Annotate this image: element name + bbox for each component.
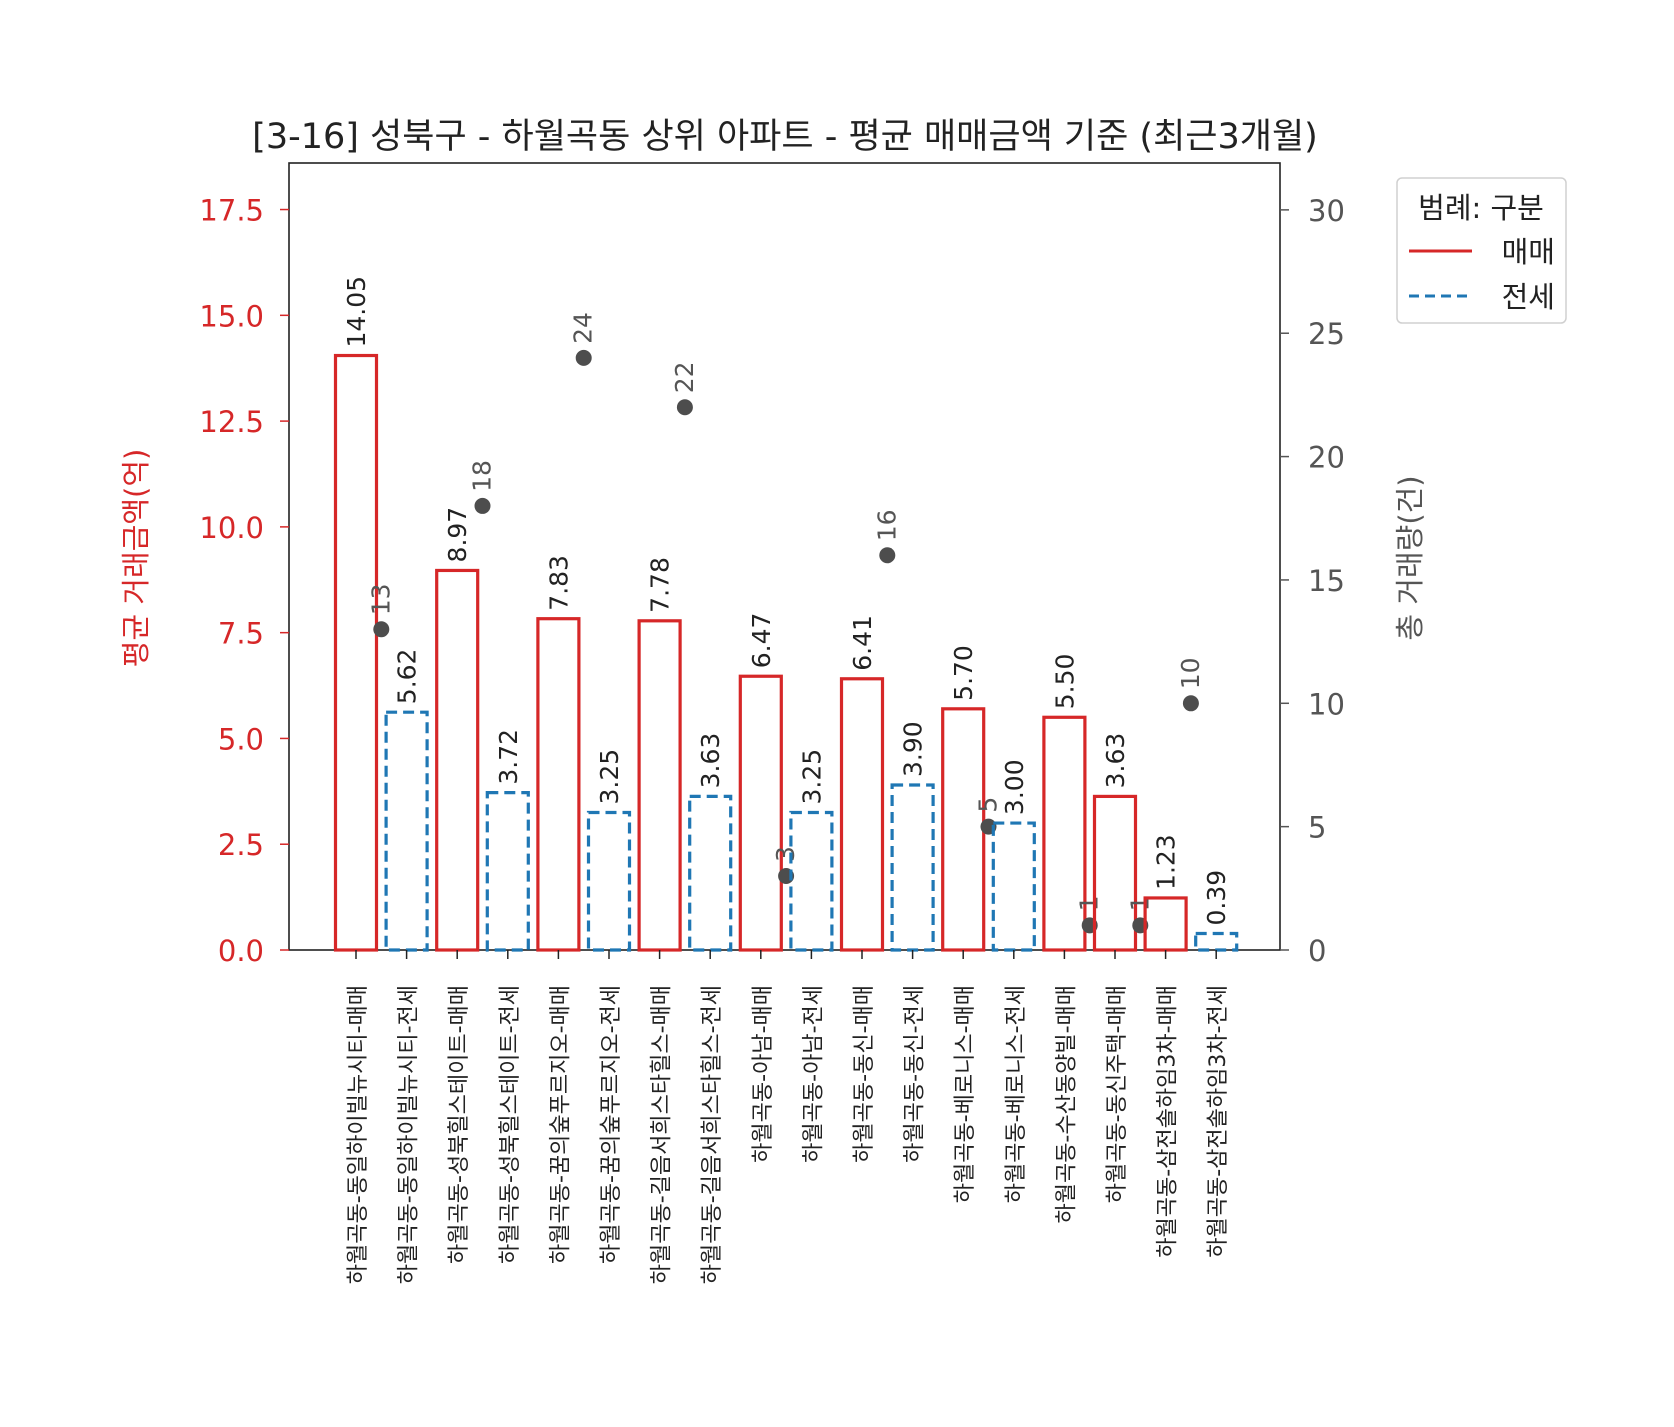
x-tick-label: 하월곡동-삼전솔하임3차-매매 <box>1156 985 1181 1258</box>
bar-value-label: 8.97 <box>443 507 472 563</box>
x-tick-label: 하월곡동-베로니스-매매 <box>953 985 978 1203</box>
y-right-tick-label: 0 <box>1308 934 1326 968</box>
bar-sale <box>435 568 480 952</box>
y-right-tick-label: 20 <box>1308 441 1345 475</box>
bar-value-label: 3.63 <box>696 733 725 789</box>
x-tick-label: 하월곡동-성북힐스테이트-매매 <box>447 985 472 1264</box>
y-left-tick-label: 7.5 <box>218 617 264 651</box>
bar-value-label: 7.83 <box>544 555 573 611</box>
bar-sale <box>941 707 986 952</box>
x-tick-label: 하월곡동-길음서희스타힐스-전세 <box>700 985 725 1284</box>
bar-value-label: 5.50 <box>1050 654 1079 710</box>
x-tick-label: 하월곡동-꿈의숲푸르지오-매매 <box>548 985 573 1264</box>
y-left-tick-label: 12.5 <box>199 405 264 439</box>
volume-marker <box>373 621 390 638</box>
volume-label: 22 <box>670 361 699 393</box>
volume-label: 5 <box>974 797 1003 813</box>
volume-label: 1 <box>1075 895 1104 911</box>
bar-jeonse <box>789 810 834 952</box>
y-left-tick-label: 10.0 <box>199 511 264 545</box>
x-tick-label: 하월곡동-동신-전세 <box>903 985 928 1163</box>
volume-label: 13 <box>366 583 395 615</box>
volume-label: 16 <box>872 509 901 541</box>
bar-jeonse <box>485 790 530 952</box>
volume-marker <box>474 497 491 514</box>
x-tick-label: 하월곡동-꿈의숲푸르지오-전세 <box>599 985 624 1264</box>
x-tick-label: 하월곡동-베로니스-전세 <box>1004 985 1029 1203</box>
bar-value-label: 0.39 <box>1202 870 1231 926</box>
x-tick-label: 하월곡동-동일하이빌뉴시티-전세 <box>397 985 422 1284</box>
y-right-tick-label: 25 <box>1308 317 1345 351</box>
bar-value-label: 3.90 <box>899 721 928 777</box>
plot-area: 0.02.55.07.510.012.515.017.5051015202530… <box>199 162 1345 1284</box>
volume-marker <box>1182 695 1199 712</box>
volume-marker <box>575 349 592 366</box>
x-tick-label: 하월곡동-수산동양빌-매매 <box>1054 985 1079 1224</box>
volume-marker <box>676 399 693 416</box>
chart-title: [3-16] 성북구 - 하월곡동 상위 아파트 - 평균 매매금액 기준 (최… <box>252 117 1318 157</box>
volume-label: 10 <box>1176 657 1205 689</box>
legend-box <box>1396 177 1567 324</box>
bar-sale <box>1092 794 1138 952</box>
bar-value-label: 3.00 <box>1000 759 1029 815</box>
bar-sale <box>333 353 379 952</box>
volume-label: 18 <box>468 460 497 492</box>
x-tick-label: 하월곡동-길음서희스타힐스-매매 <box>650 985 675 1284</box>
legend-title: 범례: 구분 <box>1418 191 1544 225</box>
bar-sale <box>1042 715 1087 952</box>
bar-sale <box>738 674 783 952</box>
bar-value-label: 5.62 <box>393 649 422 705</box>
y-right-tick-label: 5 <box>1308 811 1326 845</box>
y-right-tick-label: 10 <box>1308 687 1345 721</box>
y-axis-right-label: 총 거래량(건) <box>1393 475 1427 640</box>
bar-value-label: 3.63 <box>1101 733 1130 789</box>
x-tick-label: 하월곡동-성북힐스테이트-전세 <box>498 985 523 1264</box>
bar-value-label: 3.25 <box>797 749 826 805</box>
bar-value-label: 5.70 <box>949 645 978 701</box>
y-left-tick-label: 5.0 <box>218 722 264 756</box>
x-tick-label: 하월곡동-동신주택-매매 <box>1105 985 1130 1203</box>
volume-marker <box>879 547 896 564</box>
bar-jeonse <box>586 810 632 952</box>
bar-value-label: 3.72 <box>494 729 523 785</box>
y-right-tick-label: 30 <box>1308 194 1345 228</box>
bar-jeonse <box>890 783 935 952</box>
bar-jeonse <box>384 710 429 952</box>
bar-sale <box>536 617 581 952</box>
x-tick-label: 하월곡동-동신-매매 <box>852 985 877 1163</box>
volume-label: 24 <box>569 312 598 344</box>
bar-jeonse <box>991 821 1036 952</box>
y-left-tick-label: 15.0 <box>199 299 264 333</box>
y-left-tick-label: 0.0 <box>218 934 264 968</box>
legend-label-sale: 매매 <box>1502 235 1555 269</box>
y-right-tick-label: 15 <box>1308 564 1345 598</box>
bar-value-label: 7.78 <box>646 557 675 613</box>
bar-value-label: 1.23 <box>1152 834 1181 890</box>
bar-value-label: 6.47 <box>747 613 776 669</box>
plot-frame <box>288 162 1281 951</box>
legend-label-jeonse: 전세 <box>1502 280 1555 314</box>
y-left-tick-label: 2.5 <box>218 828 264 862</box>
y-left-tick-label: 17.5 <box>199 194 264 228</box>
bar-sale <box>839 677 885 952</box>
x-tick-label: 하월곡동-삼전솔하임3차-전세 <box>1206 985 1231 1258</box>
bar-value-label: 3.25 <box>595 749 624 805</box>
volume-label: 3 <box>771 846 800 862</box>
bar-value-label: 6.41 <box>848 615 877 671</box>
x-tick-label: 하월곡동-동일하이빌뉴시티-매매 <box>346 985 371 1284</box>
bar-sale <box>637 619 682 952</box>
legend: 범례: 구분 매매 전세 <box>1396 177 1567 324</box>
y-axis-left-label: 평균 거래금액(억) <box>119 449 153 668</box>
bar-value-label: 14.05 <box>342 276 371 348</box>
bar-jeonse <box>688 794 733 952</box>
x-tick-label: 하월곡동-아남-매매 <box>751 985 776 1163</box>
bar-jeonse <box>1194 931 1239 952</box>
x-tick-label: 하월곡동-아남-전세 <box>801 985 826 1163</box>
